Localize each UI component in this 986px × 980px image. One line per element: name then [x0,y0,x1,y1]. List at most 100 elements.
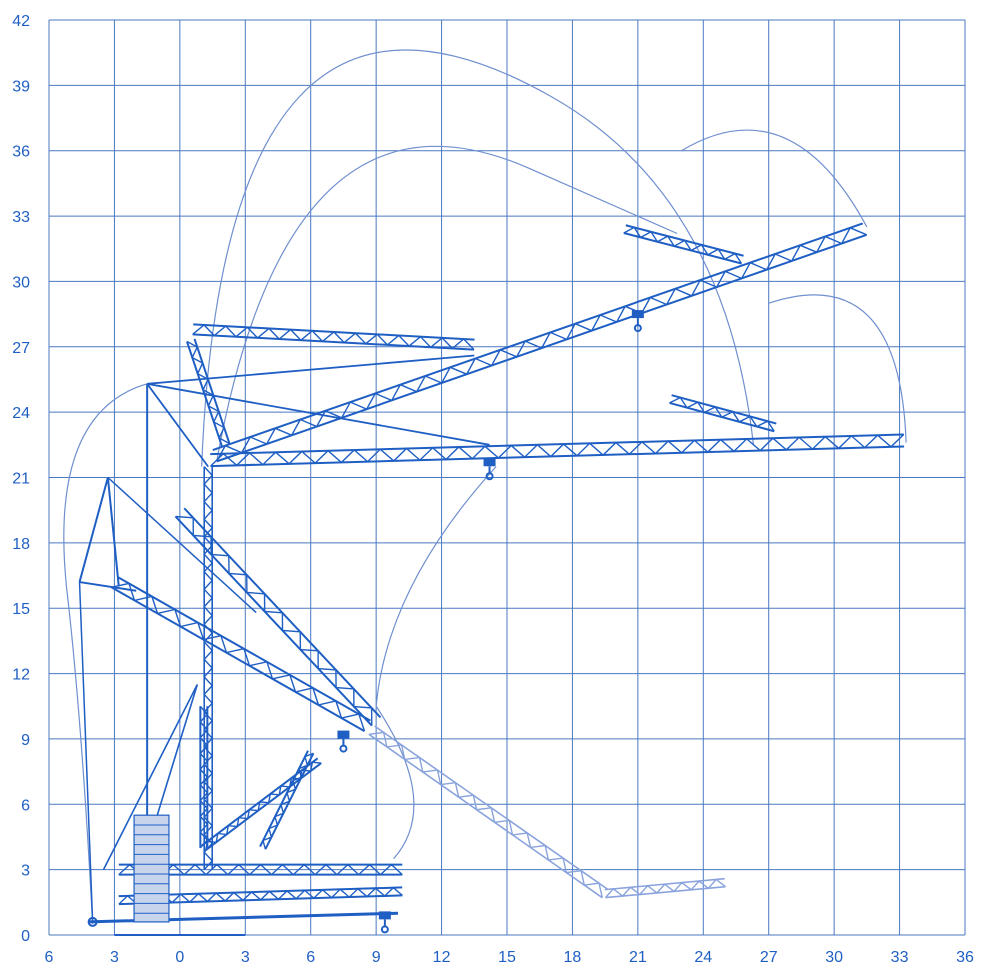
truss-lacing [623,226,743,264]
truss-lacing [216,226,867,462]
y-tick-label: 15 [12,601,30,618]
guy-line [107,476,257,614]
truss-chord [193,338,231,444]
x-tick-label: 6 [306,949,315,966]
folding-arm-vertical [199,705,209,849]
boom-inclined-upper [174,507,382,727]
hook-icon [380,925,389,934]
truss-chord [110,586,365,732]
crane-structure [78,222,905,936]
y-tick-label: 6 [21,797,30,814]
hook-block-body [631,310,644,319]
x-tick-label: 21 [629,949,647,966]
guy-line [147,354,475,385]
truss-lacing [210,433,905,467]
x-tick-label: 36 [956,949,974,966]
strut [102,684,199,871]
folded-boom-tip [604,877,726,899]
y-tick-label: 18 [12,536,30,553]
x-tick-label: 30 [825,949,843,966]
y-tick-label: 12 [12,667,30,684]
truss-chord [192,333,475,351]
folding-arm-2 [259,750,315,850]
guy-line [146,382,490,446]
envelope-left [63,383,148,925]
strut [78,477,109,583]
y-tick-label: 24 [12,405,30,422]
x-axis-tick-labels: 6 3 0 3 6 9 12 15 18 21 24 27 30 33 36 [45,949,974,966]
y-tick-label: 36 [12,144,30,161]
truss-chord [210,433,904,456]
x-tick-label: 15 [498,949,516,966]
truss-lacing [192,324,475,351]
grid [48,19,966,936]
y-tick-label: 30 [12,274,30,291]
boom-inclined-lower [110,575,371,732]
truss-lacing [199,705,209,849]
truss-chord [368,733,603,899]
strut [106,477,120,587]
truss-chord [205,762,322,852]
x-tick-label: 33 [891,949,909,966]
truss-chord [174,515,373,727]
envelope-lower-lobe [768,294,907,443]
hook-block [378,911,391,934]
truss-lacing [368,731,603,898]
hook-icon [485,472,494,481]
truss-lacing [111,582,366,732]
y-tick-label: 3 [21,863,30,880]
boom-luffed [212,222,867,463]
truss-lacing [669,396,775,432]
jib-upper [623,224,744,265]
hook-block [483,458,496,481]
truss-chord [212,222,864,451]
x-tick-label: 24 [694,949,712,966]
boom-horizontal [210,433,905,468]
y-tick-label: 33 [12,209,30,226]
x-tick-label: 0 [175,949,184,966]
truss-lacing [604,878,726,899]
truss-lacing [262,752,314,850]
x-tick-label: 27 [760,949,778,966]
hook-block-body [378,911,391,920]
truss-chord [623,232,742,265]
x-tick-label: 6 [45,949,54,966]
jib-lower [669,394,777,433]
support-line [78,582,94,922]
y-tick-label: 21 [12,471,30,488]
hook-block-body [483,458,496,467]
counterweight-block [133,814,170,923]
x-tick-label: 3 [110,949,119,966]
hook-block [337,730,350,753]
x-tick-label: 3 [241,949,250,966]
strut [79,581,137,592]
boom-upper-short [192,323,475,351]
envelope-upper-lobe [681,129,868,228]
x-tick-label: 12 [433,949,451,966]
y-tick-label: 0 [21,928,30,945]
hook-icon [339,744,348,753]
truss-lacing [186,340,230,445]
hook-block [631,310,644,333]
y-tick-label: 39 [12,78,30,95]
x-tick-label: 9 [372,949,381,966]
y-tick-label: 27 [12,340,30,357]
truss-chord [210,445,905,468]
hook-icon [633,324,642,333]
truss-chord [671,394,777,425]
hook-block-body [337,730,350,739]
folded-boom-section [368,725,609,899]
truss-chord [259,750,309,847]
range-envelope [63,49,907,925]
envelope-right-lower [375,466,497,860]
truss-lacing [175,515,373,726]
envelope-inner-arc [216,145,678,461]
pivot-icon [87,916,98,927]
y-tick-label: 42 [12,13,30,30]
y-tick-label: 9 [21,732,30,749]
counterweight-stack [133,814,170,923]
x-tick-label: 18 [564,949,582,966]
